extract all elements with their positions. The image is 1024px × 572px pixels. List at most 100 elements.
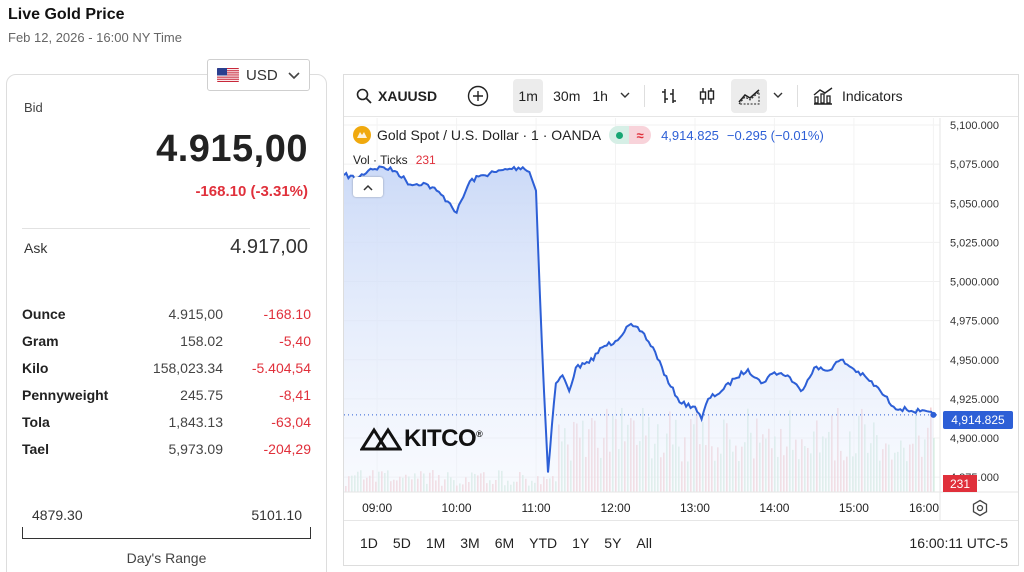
price-chart[interactable]: 5,100.000 5,075.000 5,050.000 5,025.000 5,00… — [344, 118, 1018, 520]
toolbar-separator — [643, 84, 645, 107]
interval-label: 1m — [518, 87, 538, 104]
range-1m-button[interactable]: 1M — [425, 535, 446, 551]
days-range-high: 5101.10 — [251, 507, 302, 523]
compare-symbol-button[interactable] — [461, 79, 495, 113]
indicators-icon — [813, 86, 833, 105]
unit-change: -63,04 — [271, 414, 311, 430]
kitco-logo-icon — [360, 427, 402, 451]
unit-change: -5.404,54 — [251, 360, 311, 376]
interval-label: 30m — [553, 87, 581, 104]
range-1y-button[interactable]: 1Y — [572, 535, 590, 551]
symbol-label: XAUUSD — [378, 87, 438, 104]
volume-bar — [933, 437, 935, 492]
unit-name: Gram — [22, 333, 59, 349]
unit-change: -8,41 — [279, 387, 311, 403]
y-tick-label: 5,100.000 — [950, 120, 999, 132]
unit-name: Kilo — [22, 360, 49, 376]
chart-legend: Gold Spot / U.S. Dollar · 1 · OANDA ≈ 4,… — [353, 126, 824, 144]
legend-price: 4,914.825 — [661, 127, 719, 143]
volume-legend: Vol · Ticks 231 — [353, 153, 436, 167]
y-tick-label: 5,050.000 — [950, 198, 999, 210]
range-5d-button[interactable]: 5D — [392, 535, 411, 551]
unit-value: 158,023.34 — [152, 360, 223, 376]
interval-1h-button[interactable]: 1h — [586, 79, 614, 113]
unit-row-ounce: Ounce 4.915,00 -168.10 — [22, 306, 311, 333]
interval-30m-button[interactable]: 30m — [547, 79, 586, 113]
bar-chart-button[interactable] — [653, 79, 685, 113]
range-5y-button[interactable]: 5Y — [604, 535, 622, 551]
y-tick-label: 5,075.000 — [950, 159, 999, 171]
candle-chart-button[interactable] — [691, 79, 723, 113]
divider — [22, 228, 310, 229]
chevron-up-icon — [363, 184, 373, 191]
unit-table: Ounce 4.915,00 -168.10 Gram 158.02 -5,40… — [22, 306, 311, 468]
days-range-low: 4879.30 — [32, 507, 83, 523]
unit-value: 5,973.09 — [168, 441, 224, 457]
range-1d-button[interactable]: 1D — [360, 535, 378, 551]
x-tick-label: 12:00 — [600, 501, 630, 515]
interval-label: 1h — [592, 87, 608, 104]
y-tick-label: 4,900.000 — [950, 433, 999, 445]
unit-value: 158.02 — [180, 333, 223, 349]
market-status-pill[interactable]: ≈ — [609, 126, 652, 144]
page-title: Live Gold Price — [8, 6, 125, 23]
last-price-tag: 4,914.825 — [943, 411, 1013, 429]
unit-value: 1,843.13 — [168, 414, 224, 430]
collapse-legend-button[interactable] — [353, 177, 383, 197]
x-tick-label: 11:00 — [521, 501, 550, 515]
y-tick-label: 4,950.000 — [950, 355, 999, 367]
range-6m-button[interactable]: 6M — [494, 535, 515, 551]
legend-title: Gold Spot / U.S. Dollar · 1 · OANDA — [377, 127, 602, 143]
bid-label: Bid — [24, 100, 43, 115]
unit-change: -204,29 — [263, 441, 311, 457]
unit-name: Tola — [22, 414, 50, 430]
toolbar-separator — [796, 84, 798, 107]
us-flag-icon — [217, 68, 239, 82]
currency-label: USD — [246, 66, 278, 84]
bid-change: -168.10 (-3.31%) — [195, 183, 308, 200]
unit-row-kilo: Kilo 158,023.34 -5.404,54 — [22, 360, 311, 387]
legend-change: −0.295 (−0.01%) — [726, 127, 824, 143]
unit-name: Pennyweight — [22, 387, 109, 403]
axis-settings-button[interactable] — [971, 499, 989, 522]
unit-name: Ounce — [22, 306, 66, 322]
symbol-search[interactable]: XAUUSD — [356, 88, 437, 104]
chart-clock[interactable]: 16:00:11 UTC-5 — [909, 535, 1008, 551]
range-ytd-button[interactable]: YTD — [529, 535, 558, 551]
unit-row-pennyweight: Pennyweight 245.75 -8,41 — [22, 387, 311, 414]
plus-circle-icon — [467, 85, 489, 106]
range-3m-button[interactable]: 3M — [460, 535, 480, 551]
volume-label: Vol · Ticks — [353, 153, 408, 167]
x-tick-label: 15:00 — [839, 501, 869, 515]
indicators-button[interactable]: Indicators — [806, 79, 909, 113]
volume-value: 231 — [415, 153, 436, 167]
x-tick-label: 16:00 — [909, 501, 939, 515]
chevron-down-icon — [620, 92, 630, 98]
currency-select[interactable]: USD — [207, 59, 310, 91]
kitco-wordmark: KITCO® — [404, 425, 483, 452]
quote-card — [6, 74, 327, 572]
gold-coin-icon — [353, 126, 371, 144]
x-tick-label: 13:00 — [680, 501, 710, 515]
unit-change: -5,40 — [279, 333, 311, 349]
range-buttons: 1D 5D 1M 3M 6M YTD 1Y 5Y All — [360, 535, 667, 551]
gear-icon — [972, 499, 988, 517]
range-all-button[interactable]: All — [636, 535, 652, 551]
days-range-label: Day's Range — [126, 550, 207, 566]
y-tick-label: 4,925.000 — [950, 394, 999, 406]
unit-name: Tael — [22, 441, 49, 457]
ask-value: 4.917,00 — [230, 236, 308, 258]
chart-type-dropdown[interactable] — [767, 79, 789, 113]
unit-change: -168.10 — [263, 306, 311, 322]
ask-label: Ask — [24, 240, 48, 256]
bid-value: 4.915,00 — [156, 128, 308, 170]
interval-dropdown[interactable] — [614, 79, 636, 113]
interval-1m-button[interactable]: 1m — [513, 78, 544, 113]
chart-toolbar: XAUUSD 1m 30m 1h Indicators — [344, 75, 1018, 117]
approx-icon: ≈ — [629, 126, 652, 144]
area-chart-button[interactable] — [730, 78, 767, 113]
last-price-dot — [930, 411, 937, 418]
market-open-icon — [609, 126, 630, 144]
x-tick-label: 10:00 — [442, 501, 472, 515]
x-tick-label: 14:00 — [759, 501, 789, 515]
